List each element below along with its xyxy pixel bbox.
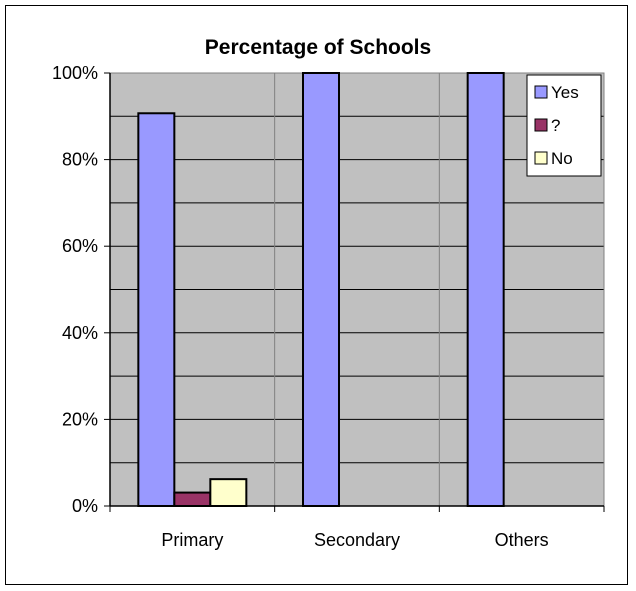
y-tick-label: 60%: [62, 236, 98, 256]
chart-title: Percentage of Schools: [205, 36, 431, 59]
plot-area: Primary Secondary Others 0% 20% 40% 60% 80% 100%: [52, 63, 605, 550]
x-tick-label: Secondary: [314, 530, 400, 550]
bar-no-primary: [209, 478, 248, 507]
legend-label: ?: [551, 116, 560, 135]
legend-swatch: [534, 151, 548, 165]
x-tick-label: Others: [495, 530, 549, 550]
bar-yes-primary: [137, 112, 176, 507]
y-tick-label: 100%: [52, 63, 98, 83]
legend-label: No: [551, 149, 573, 168]
legend-label: Yes: [551, 83, 579, 102]
y-tick-label: 0%: [72, 496, 98, 516]
bar-yes-others: [466, 72, 505, 507]
bar-q-primary: [173, 491, 212, 507]
bar-yes-secondary: [302, 72, 340, 507]
y-tick-label: 80%: [62, 150, 98, 170]
legend-swatch: [534, 118, 548, 132]
y-tick-label: 40%: [62, 323, 98, 343]
y-tick-label: 20%: [62, 409, 98, 429]
legend-swatch: [534, 85, 548, 99]
x-tick-label: Primary: [161, 530, 223, 550]
legend: Yes? No: [526, 74, 602, 177]
